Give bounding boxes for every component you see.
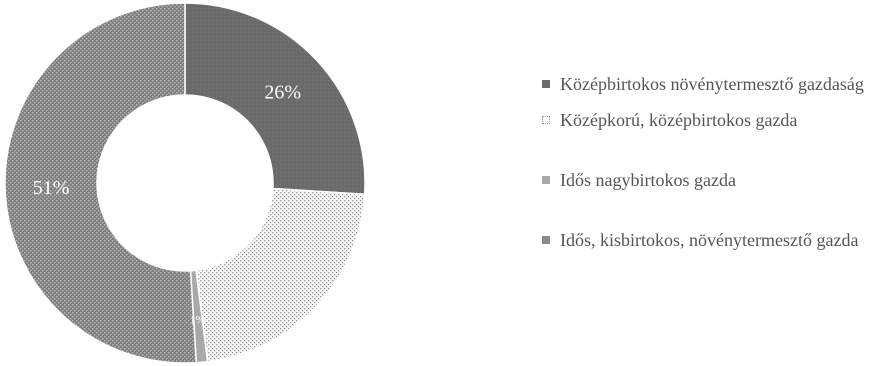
legend-label: Középkorú, középbirtokos gazda	[560, 110, 798, 130]
data-label: 26%	[264, 81, 301, 103]
data-label: 1%	[190, 312, 206, 326]
donut-slice	[4, 2, 198, 364]
legend-swatch	[542, 116, 550, 124]
legend-item: Középkorú, középbirtokos gazda	[540, 108, 880, 132]
donut-slice	[184, 2, 366, 196]
donut-slice	[195, 187, 366, 363]
legend-swatch	[542, 176, 550, 184]
legend-swatch	[542, 236, 550, 244]
data-label: 51%	[33, 177, 70, 199]
legend-swatch	[542, 80, 550, 88]
legend-label: Idős nagybirtokos gazda	[560, 170, 736, 190]
legend-item: Középbirtokos növénytermesztő gazdaság	[540, 72, 880, 96]
legend-label: Idős, kisbirtokos, növénytermesztő gazda	[560, 230, 859, 250]
legend: Középbirtokos növénytermesztő gazdaság K…	[540, 72, 880, 252]
legend-label: Középbirtokos növénytermesztő gazdaság	[560, 74, 864, 94]
donut-chart: 26% 1% 51%	[4, 2, 366, 364]
legend-item: Idős nagybirtokos gazda	[540, 168, 880, 192]
legend-item: Idős, kisbirtokos, növénytermesztő gazda	[540, 228, 880, 252]
